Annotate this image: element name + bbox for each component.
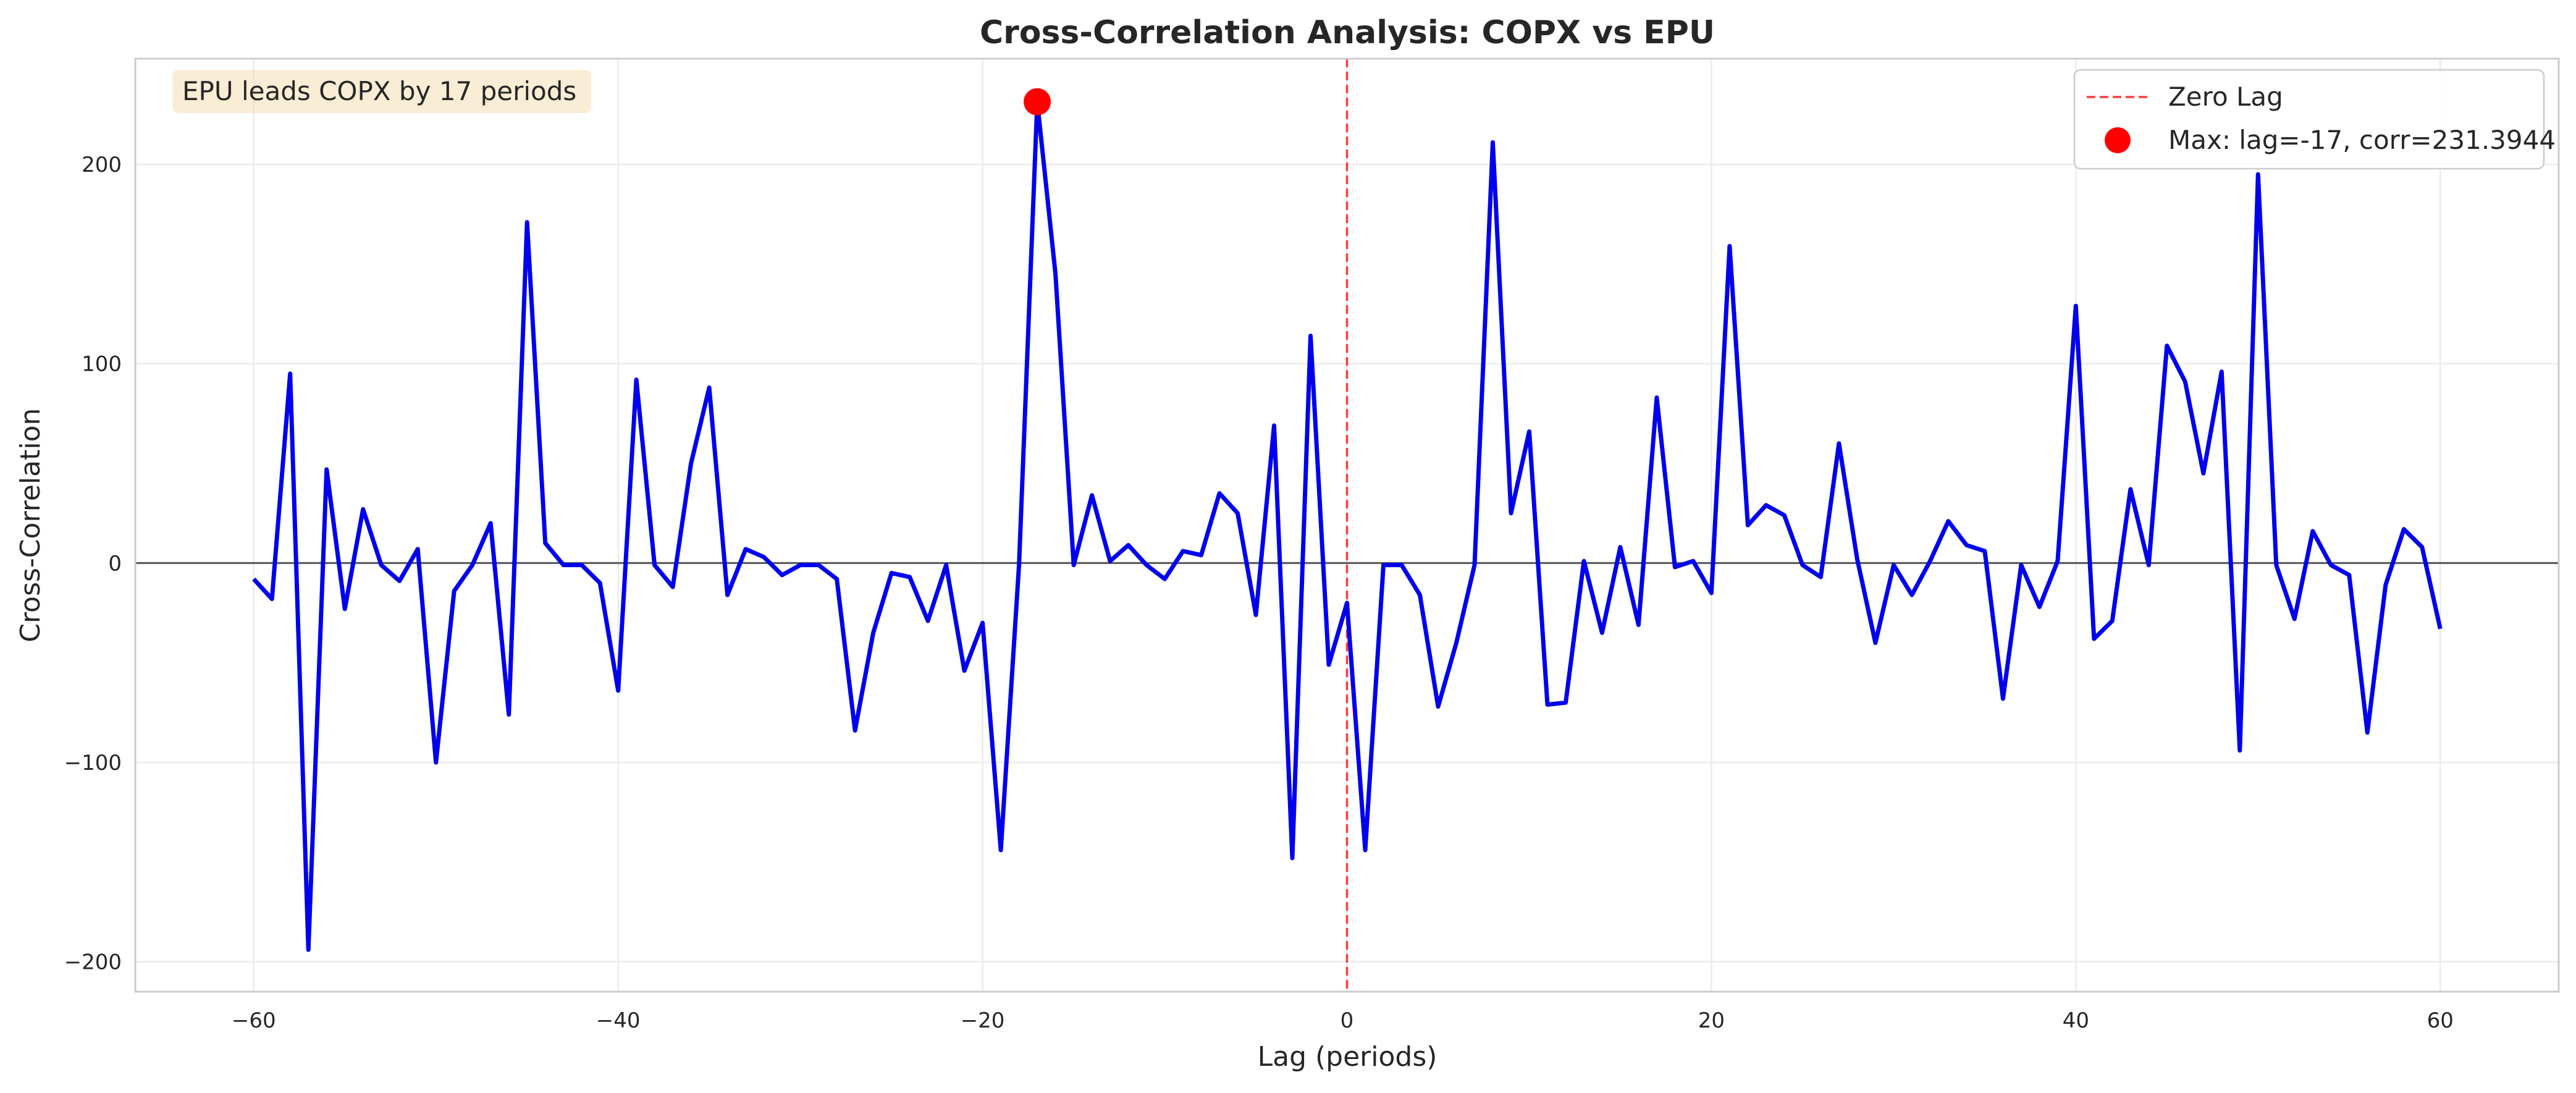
max-correlation-marker	[1024, 88, 1051, 116]
x-tick-label: −60	[232, 1008, 276, 1033]
x-tick-label: 20	[1698, 1008, 1725, 1033]
x-tick-label: −20	[961, 1008, 1005, 1033]
x-tick-label: 60	[2427, 1008, 2454, 1033]
annotation-box: EPU leads COPX by 17 periods	[172, 70, 591, 113]
series-layer	[252, 99, 2443, 952]
legend: Zero Lag Max: lag=-17, corr=231.3944	[2073, 69, 2556, 170]
reference-lines	[135, 59, 2559, 992]
cross-correlation-series-line	[252, 99, 2443, 952]
x-tick-label: −40	[596, 1008, 641, 1033]
y-tick-label: 200	[82, 153, 122, 177]
x-axis-label: Lag (periods)	[1258, 1041, 1437, 1073]
annotation-text: EPU leads COPX by 17 periods	[182, 76, 576, 106]
y-axis-label: Cross-Correlation	[15, 408, 46, 642]
y-tick-labels: −200 −100 0 100 200	[64, 153, 122, 975]
legend-frame	[2073, 69, 2545, 170]
plot-frame	[134, 57, 2560, 993]
y-tick-label: 100	[82, 352, 122, 377]
y-tick-label: 0	[108, 551, 122, 576]
x-tick-label: 40	[2063, 1008, 2089, 1033]
y-tick-label: −100	[64, 751, 122, 775]
chart-title: Cross-Correlation Analysis: COPX vs EPU	[980, 14, 1715, 51]
legend-zero-lag-label: Zero Lag	[2168, 82, 2283, 112]
x-tick-label: 0	[1341, 1008, 1354, 1033]
legend-max-swatch	[2105, 127, 2131, 153]
marker-layer	[1024, 88, 1051, 116]
y-tick-label: −200	[64, 950, 122, 975]
legend-max-label: Max: lag=-17, corr=231.3944	[2168, 125, 2556, 155]
x-tick-labels: −60 −40 −20 0 20 40 60	[232, 1008, 2454, 1033]
